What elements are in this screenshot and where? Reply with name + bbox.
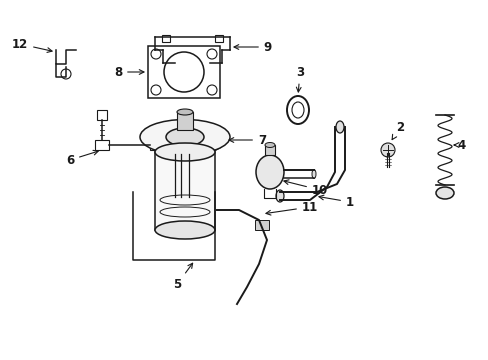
Bar — [162, 35, 170, 42]
Bar — [150, 140, 162, 150]
Ellipse shape — [311, 170, 315, 179]
Text: 6: 6 — [66, 150, 98, 166]
Text: 3: 3 — [295, 66, 304, 92]
Text: 1: 1 — [318, 195, 353, 208]
Text: 7: 7 — [228, 134, 265, 147]
Ellipse shape — [264, 143, 274, 148]
Ellipse shape — [335, 121, 343, 133]
Text: 9: 9 — [234, 41, 271, 54]
Text: 10: 10 — [284, 180, 327, 197]
Bar — [97, 110, 107, 120]
Bar — [254, 220, 268, 230]
Ellipse shape — [435, 187, 453, 199]
Text: 4: 4 — [453, 139, 465, 152]
Text: 2: 2 — [391, 121, 403, 140]
Text: 8: 8 — [114, 66, 143, 78]
Circle shape — [380, 143, 394, 157]
Ellipse shape — [256, 155, 284, 189]
Bar — [95, 140, 109, 150]
Ellipse shape — [155, 221, 215, 239]
Ellipse shape — [165, 128, 203, 146]
Ellipse shape — [177, 109, 193, 115]
Text: 12: 12 — [12, 37, 52, 53]
Ellipse shape — [140, 120, 229, 154]
Ellipse shape — [275, 190, 284, 202]
Bar — [148, 46, 220, 98]
Bar — [264, 145, 274, 155]
Ellipse shape — [155, 143, 215, 161]
Text: 11: 11 — [265, 201, 318, 215]
Bar — [177, 112, 193, 130]
Bar — [155, 152, 215, 230]
Bar — [215, 35, 223, 42]
Text: 5: 5 — [173, 263, 192, 291]
